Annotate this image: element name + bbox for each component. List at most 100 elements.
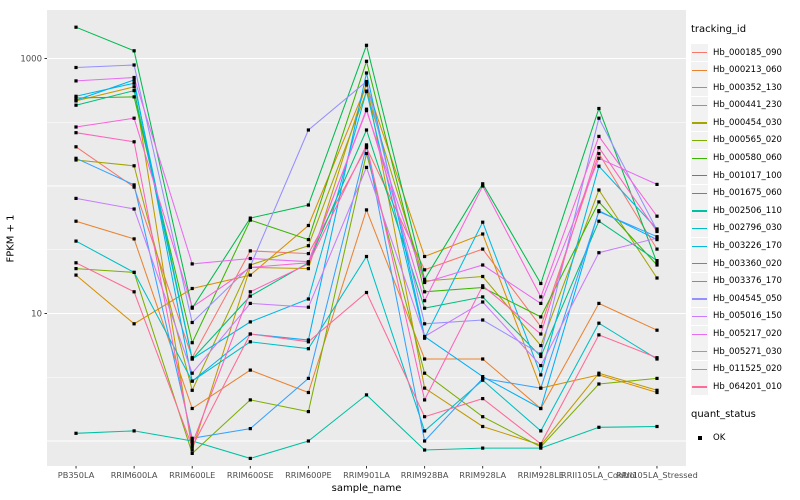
data-point <box>74 79 78 83</box>
legend-line-icon <box>692 245 707 247</box>
data-point <box>364 81 369 85</box>
legend-items: Hb_000185_090 Hb_000213_060 Hb_000352_130 H… <box>691 44 799 396</box>
legend-key-swatch <box>691 219 708 237</box>
data-point <box>481 415 485 419</box>
data-point <box>597 210 601 214</box>
data-point <box>597 156 601 160</box>
legend-key-swatch <box>691 325 708 343</box>
legend-line-icon <box>692 157 707 159</box>
data-point <box>539 301 543 305</box>
legend-item-Hb_001017_100: Hb_001017_100 <box>691 167 799 185</box>
legend-key-swatch <box>691 307 708 325</box>
data-point <box>248 368 252 372</box>
data-point <box>74 98 78 102</box>
data-point <box>306 340 310 344</box>
data-point <box>248 273 252 277</box>
x-tick-label-RRIM600LA: RRIM600LA <box>111 470 158 480</box>
data-point <box>306 439 310 443</box>
data-point <box>423 415 427 419</box>
data-point <box>306 203 310 207</box>
data-point <box>306 223 310 228</box>
data-point <box>306 347 310 351</box>
legend-item-label: Hb_003376_170 <box>713 276 782 287</box>
legend-title-tracking-id: tracking_id <box>691 24 747 35</box>
data-point <box>132 49 136 53</box>
data-point <box>132 85 136 89</box>
legend-item-label: Hb_000185_090 <box>713 47 782 58</box>
legend-item-Hb_000352_130: Hb_000352_130 <box>691 79 799 97</box>
data-point <box>74 273 78 277</box>
data-point <box>423 429 427 433</box>
data-point <box>597 134 601 138</box>
data-point <box>74 158 78 162</box>
data-point <box>423 299 427 303</box>
legend-key-swatch <box>691 114 708 132</box>
data-point <box>597 200 601 204</box>
data-point <box>539 344 543 348</box>
data-point <box>655 390 659 395</box>
data-point <box>190 320 194 325</box>
x-tick-label-RRII105LA_Control: RRII105LA_Control <box>561 470 637 480</box>
legend-item-Hb_002796_030: Hb_002796_030 <box>691 219 799 237</box>
data-point <box>481 357 485 361</box>
x-tick-label-RRIM600SE: RRIM600SE <box>227 470 274 480</box>
quant-legend-items: OK <box>691 429 799 446</box>
data-point <box>74 196 78 200</box>
data-point <box>597 188 601 192</box>
data-point <box>539 386 543 390</box>
x-tick-label-RRIM600LE: RRIM600LE <box>169 470 215 480</box>
data-point <box>364 89 369 93</box>
legend-item-label: Hb_005217_020 <box>713 329 782 339</box>
data-point <box>190 341 194 345</box>
data-point <box>190 439 194 443</box>
legend-item-Hb_005217_020: Hb_005217_020 <box>691 325 799 343</box>
data-point <box>248 456 252 460</box>
data-point <box>423 322 427 326</box>
x-tick-label-RRIM928LE: RRIM928LE <box>518 470 564 480</box>
legend-item-label: Hb_004545_050 <box>713 293 782 304</box>
data-point <box>481 424 485 429</box>
data-point <box>132 78 136 82</box>
legend-key-swatch <box>691 149 708 167</box>
legend-item-label: Hb_001017_100 <box>713 170 782 181</box>
data-point <box>132 429 136 433</box>
legend-line-icon <box>692 52 707 54</box>
data-point <box>248 249 252 253</box>
legend-item-label: Hb_000454_030 <box>713 117 782 128</box>
data-point <box>190 442 194 446</box>
quant-status-item: OK <box>691 429 799 446</box>
legend-line-icon <box>692 263 707 265</box>
legend-line-icon <box>692 280 707 283</box>
legend-item-label: Hb_001675_060 <box>713 188 782 199</box>
legend-item-label: Hb_011525_020 <box>713 364 782 375</box>
y-axis-title: FPKM + 1 <box>5 214 17 263</box>
legend-key-swatch <box>691 44 708 61</box>
data-point <box>132 185 136 189</box>
data-point <box>539 281 543 286</box>
data-point <box>423 448 427 452</box>
data-point <box>132 290 136 294</box>
data-point <box>423 386 427 390</box>
data-point <box>132 207 136 211</box>
data-point <box>306 262 310 266</box>
legend-line-icon <box>692 192 707 195</box>
data-point <box>539 442 543 446</box>
legend-item-label: Hb_000580_060 <box>713 153 782 164</box>
legend-item-Hb_005271_030: Hb_005271_030 <box>691 343 799 361</box>
legend-item-label: Hb_064201_010 <box>713 381 782 392</box>
data-point <box>423 290 427 294</box>
data-point <box>481 378 485 382</box>
x-tick-label-RRIM901LA: RRIM901LA <box>343 470 390 480</box>
legend-key-swatch <box>691 167 708 185</box>
data-point <box>306 267 310 271</box>
y-tick-label: 10 <box>31 310 42 320</box>
data-point <box>364 290 369 295</box>
data-point <box>74 261 78 265</box>
legend-item-label: Hb_000565_020 <box>713 135 782 146</box>
data-point <box>423 254 427 259</box>
data-point <box>481 232 485 236</box>
data-point <box>423 439 427 443</box>
legend-key-swatch <box>691 131 708 149</box>
legend-key-swatch <box>691 237 708 255</box>
